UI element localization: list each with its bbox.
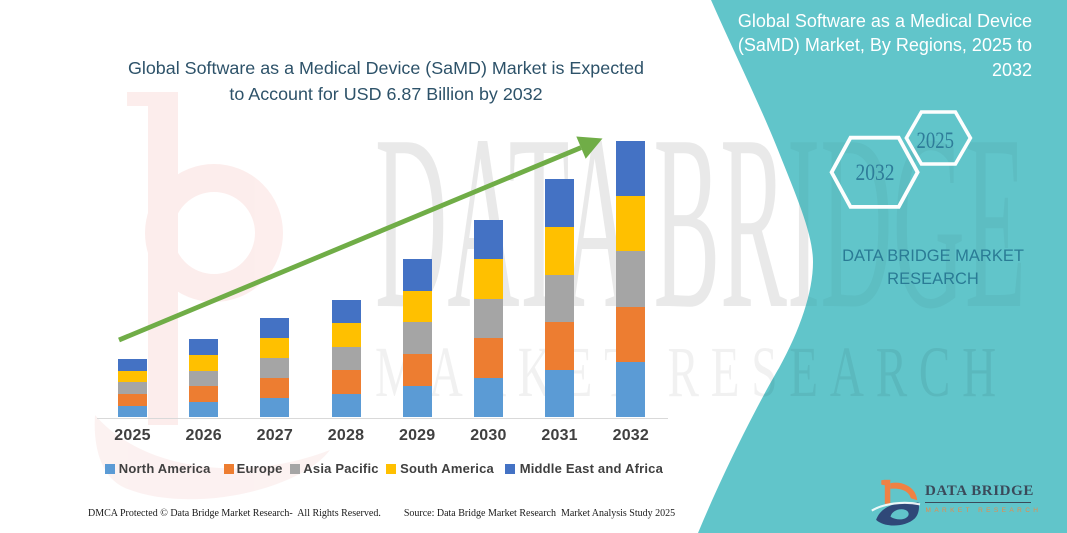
svg-text:2025: 2025 bbox=[917, 128, 955, 153]
svg-text:2032: 2032 bbox=[856, 160, 895, 186]
